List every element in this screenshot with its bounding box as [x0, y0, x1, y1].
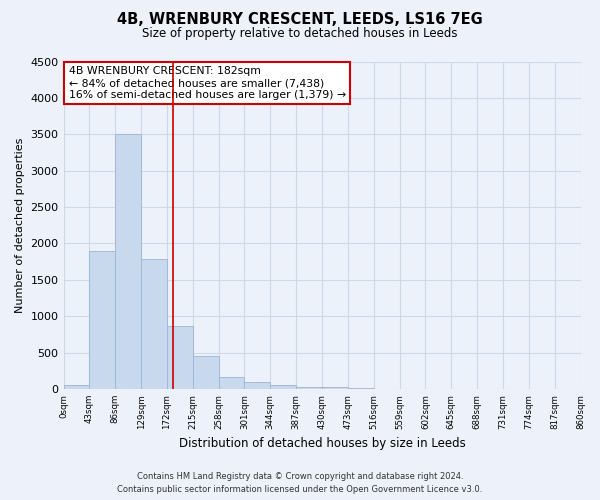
Bar [193, 356, 218, 389]
Bar [141, 260, 167, 389]
Text: 4B WRENBURY CRESCENT: 182sqm
← 84% of detached houses are smaller (7,438)
16% of: 4B WRENBURY CRESCENT: 182sqm ← 84% of de… [69, 66, 346, 100]
Bar [271, 386, 296, 389]
Bar [167, 326, 193, 389]
Bar [348, 388, 374, 389]
X-axis label: Distribution of detached houses by size in Leeds: Distribution of detached houses by size … [179, 437, 466, 450]
Bar [296, 386, 322, 389]
Y-axis label: Number of detached properties: Number of detached properties [15, 138, 25, 313]
Text: Size of property relative to detached houses in Leeds: Size of property relative to detached ho… [142, 28, 458, 40]
Bar [322, 388, 348, 389]
Bar [64, 386, 89, 389]
Text: 4B, WRENBURY CRESCENT, LEEDS, LS16 7EG: 4B, WRENBURY CRESCENT, LEEDS, LS16 7EG [117, 12, 483, 28]
Bar [218, 376, 244, 389]
Bar [89, 250, 115, 389]
Bar [244, 382, 271, 389]
Text: Contains HM Land Registry data © Crown copyright and database right 2024.
Contai: Contains HM Land Registry data © Crown c… [118, 472, 482, 494]
Bar [115, 134, 141, 389]
